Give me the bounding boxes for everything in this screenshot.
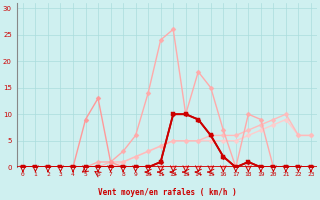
X-axis label: Vent moyen/en rafales ( km/h ): Vent moyen/en rafales ( km/h ): [98, 188, 236, 197]
